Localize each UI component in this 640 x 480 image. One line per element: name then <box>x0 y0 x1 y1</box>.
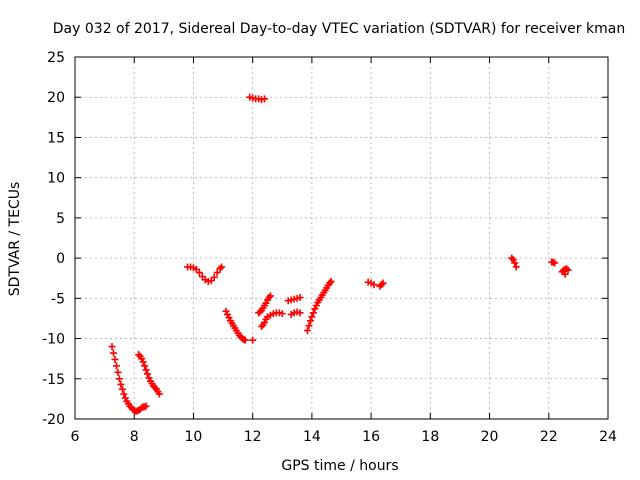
data-point <box>278 310 286 318</box>
data-point <box>306 317 314 325</box>
series-arc11 <box>364 278 378 289</box>
data-point <box>261 95 269 103</box>
data-point <box>296 294 304 302</box>
data-point <box>370 281 378 289</box>
series-arc10 <box>303 277 335 335</box>
y-tick-label: -15 <box>42 372 65 388</box>
data-point <box>327 277 335 285</box>
data-point <box>309 309 317 317</box>
data-point <box>261 318 269 326</box>
data-point <box>377 281 385 289</box>
series-arc3 <box>184 263 226 285</box>
data-point <box>210 273 218 281</box>
data-point <box>112 362 120 370</box>
x-axis-label: GPS time / hours <box>281 458 398 474</box>
data-point <box>108 343 116 351</box>
data-point <box>121 394 129 402</box>
series-arc7 <box>258 309 286 330</box>
y-tick-label: -10 <box>42 332 65 348</box>
x-tick-label: 20 <box>481 429 499 445</box>
data-point <box>109 349 117 357</box>
x-tick-label: 12 <box>244 429 262 445</box>
y-tick-labels: 25 20 15 10 5 0 -5 -10 -15 -20 <box>42 50 65 428</box>
x-tick-label: 16 <box>362 429 380 445</box>
data-point <box>312 302 320 310</box>
y-axis-label: SDTVAR / TECUs <box>7 182 23 297</box>
x-tick-label: 14 <box>303 429 321 445</box>
y-tick-label: 20 <box>47 90 65 106</box>
data-point <box>141 362 149 370</box>
series-arc9 <box>287 308 304 318</box>
x-tick-label: 18 <box>421 429 439 445</box>
data-point <box>509 256 517 264</box>
axis-ticks <box>74 56 609 420</box>
data-point <box>120 390 128 398</box>
chart-title: Day 032 of 2017, Sidereal Day-to-day VTE… <box>53 21 625 37</box>
data-point <box>512 263 520 271</box>
data-point <box>142 366 150 374</box>
data-point <box>115 375 123 383</box>
data-point <box>296 309 304 317</box>
series-arc8 <box>284 294 304 305</box>
series-arc14 <box>548 258 559 267</box>
y-tick-label: 25 <box>47 50 65 66</box>
data-point <box>195 269 203 277</box>
series-arc15 <box>558 265 572 278</box>
data-point <box>114 368 122 376</box>
y-tick-label: 5 <box>56 211 65 227</box>
data-point <box>241 336 249 344</box>
grid-lines <box>75 57 608 419</box>
data-point <box>308 313 316 321</box>
series-arc4 <box>222 307 257 344</box>
data-point <box>511 259 519 267</box>
x-tick-label: 8 <box>130 429 139 445</box>
data-point <box>117 380 125 388</box>
data-point <box>142 402 150 410</box>
series-arc2 <box>135 351 163 398</box>
series-arc6 <box>255 292 274 317</box>
series-arc1 <box>108 343 150 415</box>
y-tick-label: 15 <box>47 130 65 146</box>
data-point <box>311 305 319 313</box>
data-point <box>564 266 572 274</box>
x-tick-label: 24 <box>599 429 617 445</box>
data-point <box>218 263 226 271</box>
data-point <box>305 322 313 330</box>
series-arc5 <box>246 93 269 104</box>
x-tick-label: 6 <box>71 429 80 445</box>
data-point <box>213 269 221 277</box>
x-tick-label: 10 <box>185 429 203 445</box>
data-point <box>266 292 274 300</box>
data-point <box>111 355 119 363</box>
data-point <box>262 299 270 307</box>
x-tick-label: 22 <box>540 429 558 445</box>
data-point <box>145 374 153 382</box>
plot-area-border <box>74 56 609 420</box>
data-point <box>561 270 569 278</box>
series-arc12 <box>376 279 387 290</box>
data-point <box>138 355 146 363</box>
data-point <box>144 370 152 378</box>
y-tick-label: -5 <box>51 291 65 307</box>
data-point <box>549 258 557 266</box>
data-point <box>249 336 257 344</box>
data-point <box>240 335 248 343</box>
data-point <box>303 327 311 335</box>
x-tick-labels: 6 8 10 12 14 16 18 20 22 24 <box>71 429 617 445</box>
data-point <box>139 358 147 366</box>
data-point <box>551 259 559 267</box>
series-arc13 <box>508 254 520 271</box>
data-point <box>223 310 231 318</box>
y-tick-label: 0 <box>56 251 65 267</box>
y-tick-label: 10 <box>47 171 65 187</box>
data-point <box>118 385 126 393</box>
y-tick-label: -20 <box>42 412 65 428</box>
data-point <box>379 279 387 287</box>
data-point <box>155 390 163 398</box>
data-points <box>108 93 572 415</box>
data-point <box>225 314 233 322</box>
data-point <box>222 307 230 315</box>
data-point <box>141 403 149 411</box>
